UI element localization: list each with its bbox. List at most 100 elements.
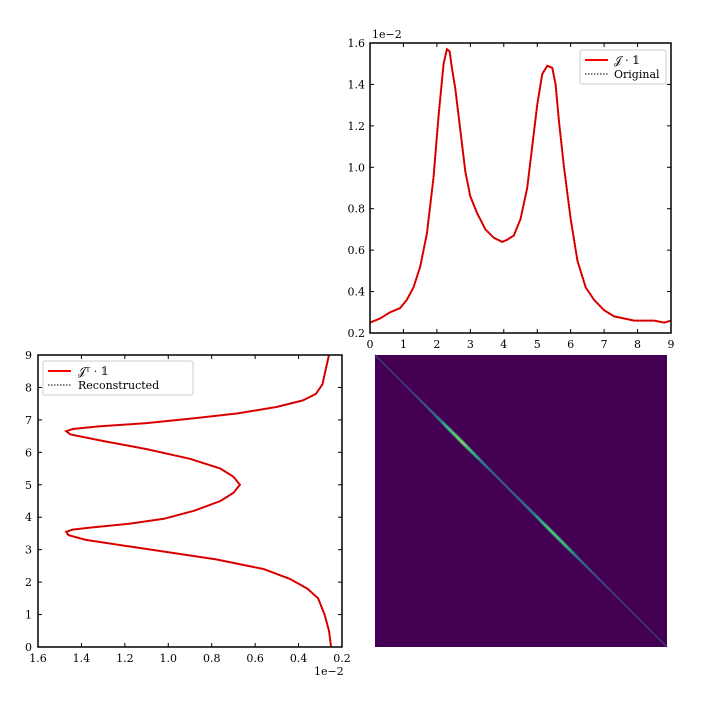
heatmap-diagonal-cell bbox=[411, 391, 416, 396]
heatmap-diagonal-cell bbox=[405, 385, 409, 389]
heatmap-diagonal-cell bbox=[624, 604, 628, 608]
heatmap-diagonal-cell bbox=[503, 483, 508, 488]
bottom-left-x-tick-label: 1.2 bbox=[116, 652, 134, 665]
heatmap-diagonal-cell bbox=[589, 569, 593, 573]
bottom-left-x-tick-label: 0.4 bbox=[290, 652, 308, 665]
bottom-right-heatmap bbox=[374, 354, 668, 648]
heatmap-diagonal-core bbox=[449, 429, 453, 433]
heatmap-diagonal-cell bbox=[478, 458, 483, 463]
heatmap-diagonal-cell bbox=[376, 356, 380, 360]
heatmap-diagonal-core bbox=[476, 456, 480, 460]
heatmap-diagonal-cell bbox=[505, 485, 510, 490]
heatmap-diagonal-cell bbox=[386, 366, 391, 371]
heatmap-diagonal-cell bbox=[643, 623, 647, 627]
heatmap-diagonal-cell bbox=[422, 402, 426, 406]
heatmap-diagonal-core bbox=[560, 540, 564, 544]
heatmap-diagonal-cell bbox=[593, 573, 597, 577]
heatmap-diagonal-cell bbox=[591, 571, 595, 575]
heatmap-diagonal-cell bbox=[420, 400, 424, 404]
top-right-x-tick-label: 8 bbox=[634, 338, 641, 351]
heatmap-diagonal-core bbox=[464, 444, 468, 448]
heatmap-diagonal-cell bbox=[572, 552, 577, 557]
heatmap-diagonal-core bbox=[557, 537, 562, 542]
top-right-y-tick-label: 0.4 bbox=[348, 286, 366, 299]
heatmap-diagonal-core bbox=[545, 525, 549, 529]
heatmap-diagonal-cell bbox=[501, 481, 506, 486]
bottom-left-series-jacobian-t-line bbox=[64, 354, 333, 648]
heatmap-diagonal-cell bbox=[393, 373, 397, 377]
heatmap-diagonal-cell bbox=[586, 566, 591, 571]
heatmap-diagonal-cell bbox=[513, 493, 518, 498]
top-right-y-offset-label: 1e−2 bbox=[372, 28, 402, 41]
bottom-left-x-tick-label: 1.0 bbox=[160, 652, 178, 665]
heatmap-diagonal-cell bbox=[658, 638, 662, 642]
bottom-left-x-tick-label: 0.2 bbox=[333, 652, 351, 665]
bottom-left-legend-frame bbox=[42, 360, 194, 396]
top-right-legend-frame bbox=[579, 49, 667, 85]
heatmap-diagonal-cell bbox=[664, 644, 668, 648]
bottom-left-ticks: 1.6 1.4 1.2 1.0 0.8 0.6 0.4 0.2 0 1 2 3 4 5 6 7 8 9 bbox=[25, 349, 351, 665]
top-right-x-tick-label: 0 bbox=[367, 338, 374, 351]
heatmap-diagonal-cell bbox=[522, 502, 527, 507]
heatmap-diagonal-core bbox=[537, 517, 541, 521]
heatmap-diagonal-cell bbox=[509, 489, 514, 494]
top-right-ticks: 0 1 2 3 4 5 6 7 8 9 0.2 0.4 0.6 0.8 1.0 1.2 1.4 1.6 bbox=[348, 37, 675, 351]
heatmap-diagonal-cell bbox=[584, 564, 589, 569]
top-right-legend: 𝒥 · 𝟙 Original bbox=[579, 49, 667, 85]
heatmap-diagonal-cell bbox=[660, 640, 664, 644]
heatmap-diagonal-cell bbox=[499, 479, 504, 484]
heatmap-diagonal-cell bbox=[605, 585, 610, 590]
bottom-left-y-tick-label: 9 bbox=[25, 349, 32, 362]
heatmap-diagonal-cell bbox=[526, 506, 531, 511]
heatmap-diagonal-cell bbox=[649, 629, 653, 633]
heatmap-diagonal-core bbox=[568, 548, 572, 552]
bottom-left-legend-label-1: Reconstructed bbox=[78, 379, 159, 392]
heatmap-diagonal-cell bbox=[493, 473, 497, 477]
heatmap-diagonal-core bbox=[441, 421, 445, 425]
bottom-left-legend-label-0: 𝒥ᵀ · 𝟙 bbox=[78, 365, 108, 378]
heatmap-diagonal-cell bbox=[418, 398, 422, 402]
heatmap-diagonal-core bbox=[547, 527, 551, 531]
heatmap-diagonal-cell bbox=[656, 636, 660, 640]
heatmap-diagonal-cell bbox=[635, 615, 639, 619]
heatmap-diagonal-cell bbox=[620, 600, 624, 604]
heatmap-diagonal-core bbox=[543, 523, 547, 527]
heatmap-diagonal-cell bbox=[490, 470, 495, 475]
heatmap-diagonal-cell bbox=[382, 362, 386, 366]
heatmap-diagonal-core bbox=[535, 515, 539, 519]
bottom-left-y-tick-label: 6 bbox=[25, 446, 32, 459]
heatmap-diagonal-cell bbox=[530, 510, 535, 515]
heatmap-diagonal-cell bbox=[520, 500, 524, 504]
top-right-x-tick-label: 2 bbox=[433, 338, 440, 351]
heatmap-diagonal-cell bbox=[524, 504, 529, 509]
heatmap-diagonal-cell bbox=[438, 418, 443, 423]
top-right-series-original-line bbox=[369, 48, 672, 324]
heatmap-diagonal-cell bbox=[507, 487, 512, 492]
heatmap-diagonal-cell bbox=[395, 375, 399, 379]
top-right-x-tick-label: 3 bbox=[467, 338, 474, 351]
heatmap-diagonal-cell bbox=[528, 508, 533, 513]
heatmap-diagonal-cell bbox=[595, 575, 599, 579]
heatmap-diagonal-core bbox=[474, 454, 478, 458]
bottom-left-y-tick-label: 3 bbox=[25, 544, 32, 557]
heatmap-diagonal-core bbox=[555, 535, 560, 540]
heatmap-diagonal-cell bbox=[434, 414, 439, 419]
heatmap-diagonal-cell bbox=[380, 360, 384, 364]
heatmap-diagonal-core bbox=[549, 529, 553, 533]
bottom-left-y-tick-label: 4 bbox=[25, 511, 32, 524]
heatmap-diagonal-core bbox=[541, 521, 545, 525]
heatmap-diagonal-cell bbox=[378, 358, 382, 362]
bottom-left-y-tick-label: 0 bbox=[25, 641, 32, 654]
bottom-left-x-tick-label: 0.8 bbox=[203, 652, 221, 665]
top-right-y-tick-label: 0.6 bbox=[348, 244, 366, 257]
bottom-left-x-tick-label: 1.4 bbox=[73, 652, 91, 665]
heatmap-diagonal-cell bbox=[616, 596, 620, 600]
heatmap-diagonal-core bbox=[468, 448, 472, 452]
top-right-legend-label-1: Original bbox=[614, 68, 660, 81]
heatmap-diagonal-cell bbox=[436, 416, 441, 421]
bottom-left-series-lines bbox=[64, 354, 333, 648]
bottom-left-legend: 𝒥ᵀ · 𝟙 Reconstructed bbox=[42, 360, 194, 396]
heatmap-diagonal-cell bbox=[391, 371, 395, 375]
heatmap-diagonal-cell bbox=[532, 512, 537, 517]
